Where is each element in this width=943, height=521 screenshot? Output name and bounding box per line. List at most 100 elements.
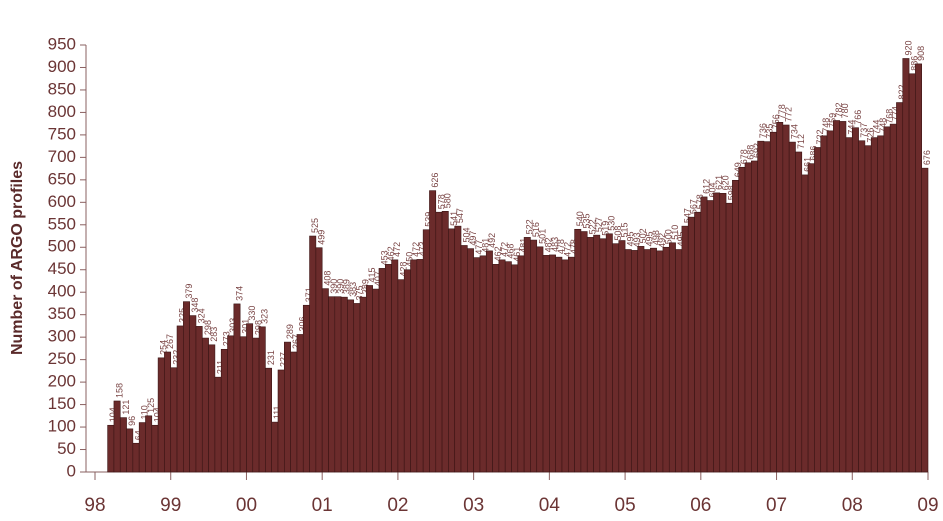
bar <box>833 120 840 473</box>
bar <box>681 225 689 473</box>
y-axis-label: Number of ARGO profiles <box>9 161 26 355</box>
value-label: 330 <box>247 306 257 321</box>
value-label: 110 <box>140 405 150 419</box>
x-tick-label: 01 <box>312 495 333 516</box>
value-label: 766 <box>853 110 863 125</box>
bar <box>751 160 758 473</box>
value-label: 104 <box>152 407 162 422</box>
bar <box>189 315 197 473</box>
bar <box>719 193 727 473</box>
value-label: 530 <box>607 216 617 231</box>
value-label: 778 <box>777 104 787 119</box>
value-label: 472 <box>499 242 509 257</box>
bar <box>353 303 361 473</box>
bar <box>580 231 588 473</box>
bar <box>422 229 430 473</box>
value-label: 686 <box>809 146 819 161</box>
bar <box>397 279 405 473</box>
y-tick-label: 650 <box>48 169 76 188</box>
bar <box>265 367 272 473</box>
bar <box>290 351 298 473</box>
bar <box>889 123 897 473</box>
bar <box>107 424 115 473</box>
value-label: 649 <box>733 162 743 177</box>
bar <box>883 126 891 473</box>
value-label: 428 <box>398 262 408 277</box>
value-label: 303 <box>228 318 238 333</box>
y-tick-label: 300 <box>48 327 76 346</box>
bar <box>650 247 657 473</box>
bar <box>271 421 279 473</box>
bar <box>119 417 127 473</box>
y-tick-label: 750 <box>48 124 76 143</box>
value-label: 527 <box>594 217 604 232</box>
value-label: 744 <box>846 120 856 135</box>
bar <box>567 256 575 473</box>
value-label: 678 <box>739 149 749 164</box>
bar <box>782 124 790 473</box>
value-label: 510 <box>670 225 680 240</box>
bar <box>220 348 228 473</box>
value-label: 227 <box>279 352 289 367</box>
value-label: 383 <box>348 282 358 297</box>
bar <box>820 135 828 473</box>
value-label: 525 <box>310 218 320 233</box>
bar <box>410 259 418 473</box>
value-label: 211 <box>215 360 225 374</box>
value-label: 267 <box>165 334 175 349</box>
bar <box>183 301 190 473</box>
bar <box>555 256 563 473</box>
bar <box>479 255 487 473</box>
value-label: 254 <box>159 340 169 355</box>
value-label: 472 <box>392 242 402 257</box>
bar <box>296 334 304 473</box>
value-label: 158 <box>114 383 124 398</box>
bar <box>170 367 178 473</box>
bar <box>908 73 916 473</box>
x-tick-label: 03 <box>463 495 484 516</box>
bar <box>239 336 247 473</box>
value-label: 495 <box>645 231 655 246</box>
value-label: 759 <box>828 113 838 128</box>
y-tick-label: 200 <box>48 372 76 391</box>
bar <box>864 145 872 473</box>
bar <box>788 141 796 473</box>
bar <box>258 326 266 473</box>
bar <box>662 246 670 473</box>
bar <box>612 243 620 473</box>
bar <box>744 162 752 473</box>
bar <box>467 248 474 473</box>
value-label: 478 <box>569 239 579 254</box>
value-label: 325 <box>178 308 188 323</box>
value-label: 516 <box>531 222 541 237</box>
bar <box>851 127 859 473</box>
bar <box>542 255 550 473</box>
value-label: 547 <box>455 208 465 223</box>
value-label: 390 <box>335 279 345 294</box>
bar <box>826 130 834 473</box>
bar <box>517 255 525 473</box>
bar <box>416 259 424 473</box>
value-label: 886 <box>910 56 920 71</box>
y-tick-label: 900 <box>48 57 76 76</box>
bar <box>113 400 121 473</box>
value-label: 481 <box>480 238 490 253</box>
bar <box>706 200 714 473</box>
bar <box>492 264 500 473</box>
value-label: 267 <box>291 334 301 349</box>
bar <box>498 259 506 473</box>
value-label: 298 <box>203 320 213 335</box>
value-label: 499 <box>316 230 326 245</box>
y-tick-label: 950 <box>48 34 76 53</box>
y-tick-label: 500 <box>48 237 76 256</box>
bar <box>126 428 134 473</box>
bar <box>435 211 443 473</box>
value-label: 482 <box>544 237 554 252</box>
y-tick-label: 0 <box>67 461 76 480</box>
bar <box>246 323 254 473</box>
value-label: 540 <box>575 211 585 226</box>
y-tick-label: 600 <box>48 192 76 211</box>
bar <box>536 246 544 473</box>
value-label: 726 <box>865 128 875 143</box>
value-label: 598 <box>727 185 737 200</box>
